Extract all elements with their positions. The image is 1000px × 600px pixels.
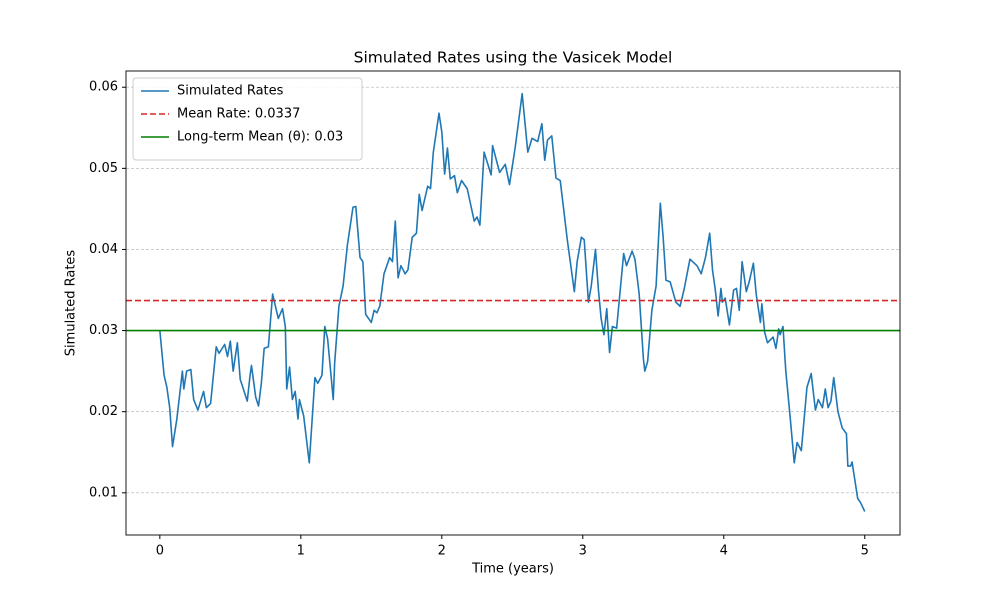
legend-box	[132, 77, 363, 161]
x-tick-label: 5	[861, 544, 869, 559]
x-tick-label: 3	[579, 544, 587, 559]
data-line	[159, 92, 866, 512]
x-tick-label: 2	[438, 544, 446, 559]
x-tick-label: 4	[720, 544, 728, 559]
y-axis-label: Simulated Rates	[64, 250, 79, 357]
chart-title: Simulated Rates using the Vasicek Model	[354, 49, 673, 67]
y-tick-label: 0.02	[89, 404, 118, 419]
y-tick-label: 0.01	[89, 485, 118, 500]
y-tick-label: 0.03	[89, 323, 118, 338]
y-tick-label: 0.05	[89, 161, 118, 176]
y-tick-label: 0.04	[89, 242, 118, 257]
x-tick-label: 0	[156, 544, 164, 559]
legend-label: Long-term Mean (θ): 0.03	[177, 130, 343, 145]
x-tick-label: 1	[297, 544, 305, 559]
plot-frame	[125, 70, 901, 536]
y-tick-label: 0.06	[89, 80, 118, 95]
legend-label: Simulated Rates	[177, 84, 284, 99]
x-axis-label: Time (years)	[471, 562, 554, 577]
legend-label: Mean Rate: 0.0337	[177, 107, 300, 122]
